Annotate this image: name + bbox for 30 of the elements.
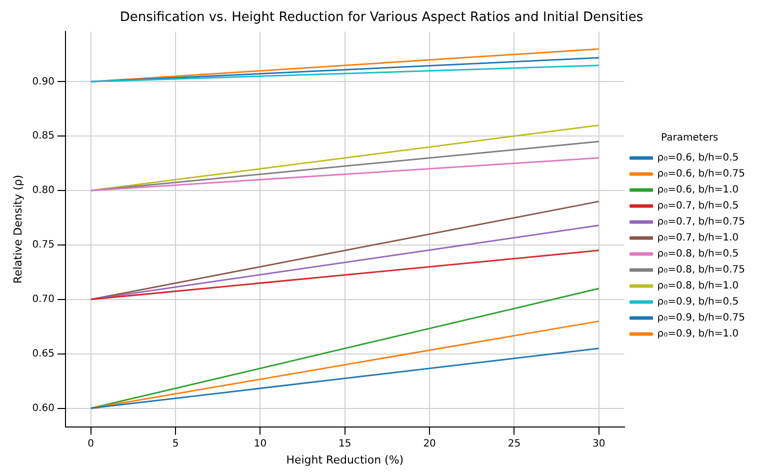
legend-label: ρ₀=0.9, b/h=1.0: [657, 328, 739, 340]
legend-label: ρ₀=0.8, b/h=1.0: [657, 280, 739, 292]
x-tick-label: 25: [508, 438, 521, 450]
y-tick-label: 0.80: [32, 185, 54, 196]
x-tick-label: 0: [88, 438, 94, 450]
y-axis-title: Relative Density (ρ): [11, 174, 24, 284]
chart-title: Densification vs. Height Reduction for Various Aspect Ratios and Initial Densities: [120, 10, 644, 26]
legend-label: ρ₀=0.9, b/h=0.75: [657, 312, 746, 324]
x-tick-label: 30: [592, 438, 606, 450]
legend-label: ρ₀=0.6, b/h=0.75: [657, 168, 746, 180]
y-tick-label: 0.65: [32, 348, 54, 360]
legend-label: ρ₀=0.8, b/h=0.75: [657, 264, 746, 276]
y-tick-label: 0.70: [32, 294, 54, 306]
y-tick-label: 0.75: [32, 240, 54, 251]
legend-label: ρ₀=0.8, b/h=0.5: [657, 248, 739, 260]
x-tick-label: 10: [254, 438, 267, 450]
legend-label: ρ₀=0.6, b/h=0.5: [657, 152, 739, 164]
legend-label: ρ₀=0.7, b/h=0.5: [657, 200, 739, 212]
legend-label: ρ₀=0.9, b/h=0.5: [657, 296, 739, 308]
legend-label: ρ₀=0.7, b/h=1.0: [657, 232, 739, 244]
y-tick-label: 0.85: [32, 130, 54, 142]
legend-label: ρ₀=0.7, b/h=0.75: [657, 216, 746, 228]
y-tick-label: 0.60: [32, 402, 54, 414]
x-tick-label: 15: [338, 438, 352, 450]
x-axis-title: Height Reduction (%): [286, 453, 404, 466]
y-tick-label: 0.90: [32, 76, 54, 88]
legend-title: Parameters: [661, 132, 718, 144]
x-tick-label: 20: [423, 438, 436, 450]
legend-label: ρ₀=0.6, b/h=1.0: [657, 184, 739, 196]
x-tick-label: 5: [172, 438, 179, 450]
